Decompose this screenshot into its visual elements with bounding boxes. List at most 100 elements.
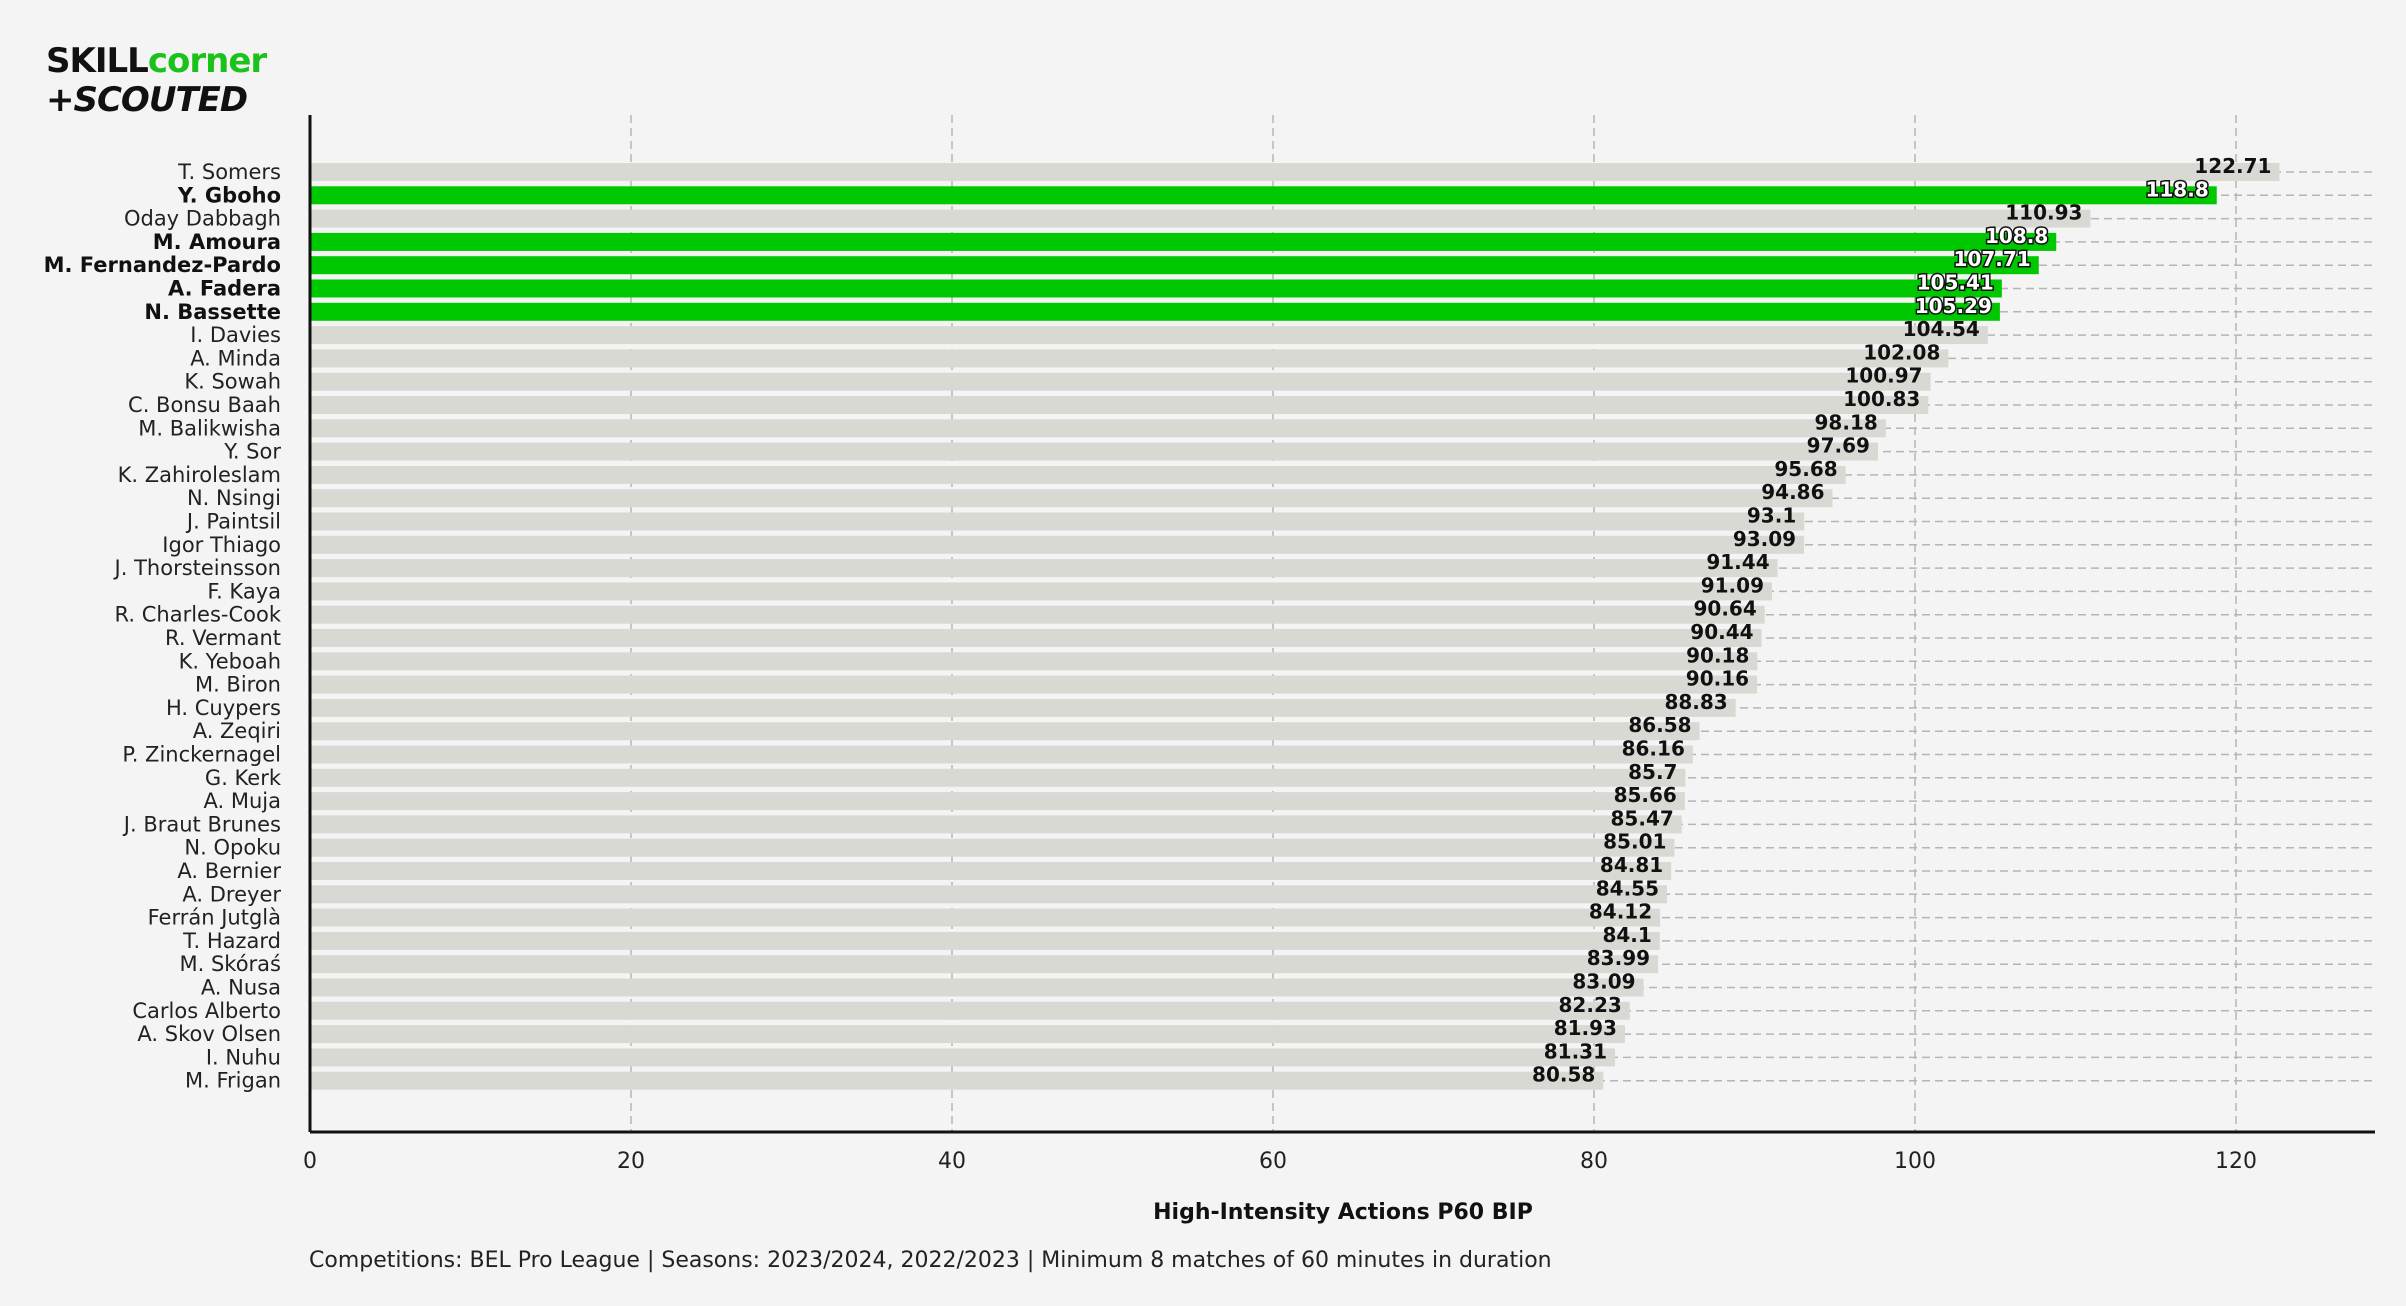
y-tick-label: N. Nsingi (187, 486, 281, 510)
y-tick-label: Y. Sor (223, 440, 281, 464)
data-label: 88.83 (1664, 690, 1727, 714)
bar (310, 209, 2091, 228)
bar (310, 372, 1931, 391)
data-label: 81.93 (1554, 1016, 1617, 1040)
y-tick-label: A. Zeqiri (193, 719, 281, 743)
bar (310, 326, 1988, 345)
y-tick-label: M. Fernandez-Pardo (44, 253, 281, 277)
data-label: 98.18 (1815, 410, 1878, 434)
data-label: 86.58 (1628, 713, 1691, 737)
y-tick-label: J. Paintsil (185, 510, 281, 534)
bar (310, 815, 1682, 834)
y-tick-label: Carlos Alberto (132, 999, 281, 1023)
y-tick-label: F. Kaya (207, 579, 281, 603)
svg-text:SKILLcorner: SKILLcorner (46, 41, 267, 81)
x-tick-label: 40 (938, 1149, 966, 1174)
y-tick-label: A. Bernier (177, 859, 281, 883)
bar (310, 232, 2057, 251)
data-label: 104.54 (1903, 317, 1980, 341)
bar (310, 349, 1949, 368)
data-label: 90.44 (1690, 620, 1753, 644)
y-tick-label: I. Davies (190, 323, 281, 347)
y-tick-label: J. Thorsteinsson (113, 556, 281, 580)
y-tick-label: A. Skov Olsen (137, 1022, 281, 1046)
bar (310, 279, 2002, 298)
bar (310, 768, 1686, 787)
bar (310, 745, 1693, 764)
y-tick-label: J. Braut Brunes (122, 812, 281, 836)
data-label: 85.66 (1614, 783, 1677, 807)
data-label: 82.23 (1559, 993, 1622, 1017)
data-label: 90.18 (1686, 643, 1749, 667)
logo-scouted-text: +SCOUTED (46, 80, 247, 118)
bar (310, 722, 1700, 741)
x-tick-label: 0 (303, 1149, 317, 1174)
y-tick-label: Y. Gboho (177, 183, 281, 207)
y-tick-label: A. Fadera (168, 277, 281, 301)
data-label: 105.29 (1915, 294, 1992, 318)
y-tick-label: A. Muja (204, 789, 281, 813)
y-tick-label: A. Nusa (201, 976, 281, 1000)
y-tick-label: M. Amoura (153, 230, 281, 254)
x-tick-label: 100 (1894, 1149, 1936, 1174)
y-tick-label: M. Skóraś (179, 952, 281, 976)
bar (310, 489, 1833, 508)
y-tick-label: R. Vermant (165, 626, 281, 650)
bar (310, 955, 1659, 974)
y-tick-label: P. Zinckernagel (122, 743, 281, 767)
bar (310, 1071, 1604, 1090)
bar (310, 838, 1675, 857)
bar (310, 908, 1661, 927)
y-tick-label: M. Balikwisha (138, 416, 281, 440)
y-tick-label: I. Nuhu (206, 1045, 281, 1069)
data-label: 105.41 (1917, 271, 1994, 295)
data-label: 91.44 (1706, 550, 1769, 574)
bar (310, 978, 1644, 997)
data-label: 85.01 (1603, 830, 1666, 854)
x-axis-label: High-Intensity Actions P60 BIP (1153, 1200, 1533, 1225)
data-label: 84.12 (1589, 900, 1652, 924)
bar (310, 419, 1886, 438)
y-tick-label: C. Bonsu Baah (128, 393, 281, 417)
data-label: 102.08 (1863, 340, 1940, 364)
footnote: Competitions: BEL Pro League | Seasons: … (309, 1248, 1552, 1273)
bar (310, 675, 1758, 694)
y-tick-label: K. Yeboah (179, 649, 281, 673)
axes (308, 115, 2375, 1134)
data-label: 85.7 (1628, 760, 1677, 784)
y-tick-label: A. Minda (190, 346, 281, 370)
bar (310, 582, 1772, 601)
bars (310, 163, 2280, 1090)
y-tick-label: H. Cuypers (166, 696, 281, 720)
y-tick-label: G. Kerk (205, 766, 282, 790)
data-label: 95.68 (1774, 457, 1837, 481)
data-label: 93.1 (1747, 504, 1796, 528)
logo-skill-text: SKILL (46, 41, 148, 81)
y-tick-label: K. Zahiroleslam (118, 463, 281, 487)
bar (310, 1001, 1630, 1020)
y-tick-label: A. Dreyer (182, 882, 281, 906)
data-label: 108.8 (1985, 224, 2048, 248)
data-label: 85.47 (1611, 806, 1674, 830)
x-tick-label: 60 (1259, 1149, 1287, 1174)
bar (310, 396, 1929, 414)
y-tick-label: Oday Dabbagh (124, 207, 281, 231)
x-tick-label: 20 (617, 1149, 645, 1174)
data-label: 83.99 (1587, 946, 1650, 970)
x-tick-label: 80 (1580, 1149, 1608, 1174)
data-label: 110.93 (2005, 201, 2082, 225)
bar (310, 1025, 1625, 1044)
skillcorner-scouted-logo: SKILLcorner +SCOUTED (46, 41, 268, 118)
x-tick-label: 120 (2215, 1149, 2257, 1174)
y-tick-label: T. Somers (177, 160, 281, 184)
bar (310, 186, 2217, 205)
bar (310, 535, 1805, 554)
data-label: 97.69 (1807, 434, 1870, 458)
data-label: 100.97 (1845, 364, 1922, 388)
data-label: 80.58 (1532, 1063, 1595, 1087)
y-tick-label: M. Biron (195, 673, 281, 697)
y-tick-label: K. Sowah (184, 370, 281, 394)
data-label: 93.09 (1733, 527, 1796, 551)
